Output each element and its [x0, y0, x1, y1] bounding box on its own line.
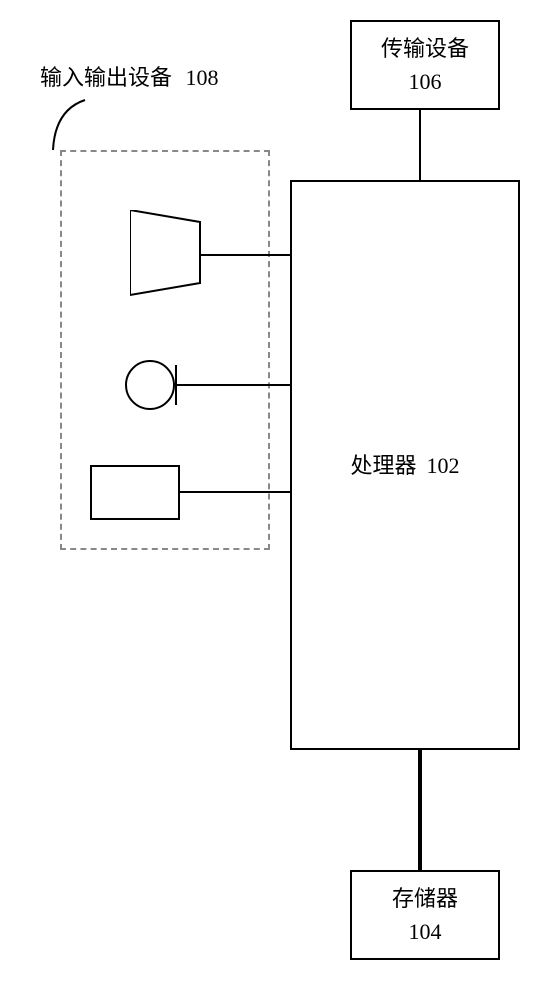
processor-number: 102: [427, 449, 460, 482]
conn-trans-proc: [419, 110, 421, 180]
io-label-num: 108: [186, 65, 219, 90]
processor-block: 处理器 102: [290, 180, 520, 750]
circle-icon: [125, 360, 175, 410]
storage-label: 存储器: [392, 882, 458, 915]
storage-number: 104: [409, 915, 442, 948]
conn-circle: [175, 384, 290, 386]
conn-rect: [180, 491, 290, 493]
rect-icon: [90, 465, 180, 520]
storage-block: 存储器 104: [350, 870, 500, 960]
transmission-label: 传输设备: [381, 32, 469, 65]
conn-speaker: [201, 254, 290, 256]
io-label-text: 输入输出设备: [40, 65, 172, 90]
transmission-block: 传输设备 106: [350, 20, 500, 110]
processor-label: 处理器: [350, 449, 416, 482]
pointer-arc: [45, 95, 95, 155]
transmission-number: 106: [409, 65, 442, 98]
io-group-label: 输入输出设备 108: [40, 60, 219, 92]
conn-proc-storage: [418, 750, 422, 870]
speaker-icon: [130, 210, 201, 300]
